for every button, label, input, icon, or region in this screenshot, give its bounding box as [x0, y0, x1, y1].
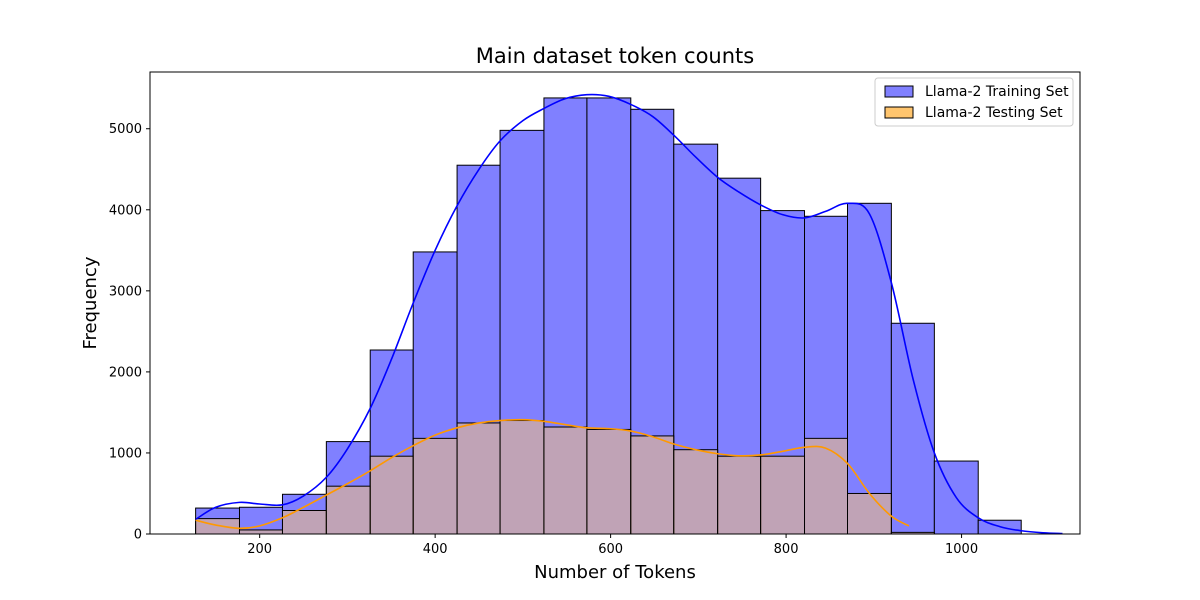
legend-label-testing: Llama-2 Testing Set: [925, 105, 1063, 121]
legend-swatch-testing: [884, 106, 914, 119]
x-tick-label: 600: [598, 542, 623, 557]
testing-bar-1: [238, 529, 283, 535]
testing-bar-8: [543, 426, 588, 535]
y-tick-label: 0: [134, 528, 142, 543]
testing-bar-7: [499, 420, 545, 535]
training-bar-16: [890, 322, 935, 535]
testing-bar-6: [456, 422, 501, 535]
testing-set-kde-line: [195, 418, 910, 530]
testing-bar-12: [717, 455, 762, 535]
legend-label-training: Llama-2 Training Set: [925, 84, 1069, 100]
testing-bar-11: [673, 449, 719, 535]
y-tick-label: 3000: [109, 284, 142, 299]
training-bar-15: [847, 202, 892, 535]
testing-bar-0: [195, 518, 240, 535]
legend-box: [874, 77, 1074, 127]
y-tick-label: 1000: [109, 446, 142, 461]
testing-bar-3: [325, 485, 371, 535]
plot-frame: [149, 71, 1081, 535]
testing-bar-10: [630, 435, 675, 535]
x-axis-ticks: 200 400 600 800 1000: [247, 534, 978, 557]
testing-set-bars: [195, 420, 935, 535]
x-tick-label: 200: [247, 542, 272, 557]
testing-bar-9: [586, 428, 632, 535]
testing-bar-15: [847, 492, 892, 535]
x-axis-title: Number of Tokens: [534, 562, 696, 583]
y-axis-ticks: 0 1000 2000 3000 4000 5000: [109, 122, 150, 543]
training-set-kde-line: [195, 93, 1063, 535]
x-tick-label: 400: [423, 542, 448, 557]
x-tick-label: 1000: [945, 542, 978, 557]
testing-bar-5: [412, 437, 458, 535]
testing-bar-14: [804, 437, 849, 535]
y-axis-title: Frequency: [80, 256, 101, 349]
chart-title: Main dataset token counts: [476, 44, 754, 68]
legend: Llama-2 Training Set Llama-2 Testing Set: [874, 77, 1074, 127]
y-tick-label: 4000: [109, 203, 142, 218]
y-tick-label: 5000: [109, 122, 142, 137]
testing-bar-4: [369, 455, 414, 535]
y-tick-label: 2000: [109, 365, 142, 380]
testing-bar-13: [760, 455, 806, 535]
legend-swatch-training: [884, 85, 914, 98]
x-tick-label: 800: [774, 542, 799, 557]
